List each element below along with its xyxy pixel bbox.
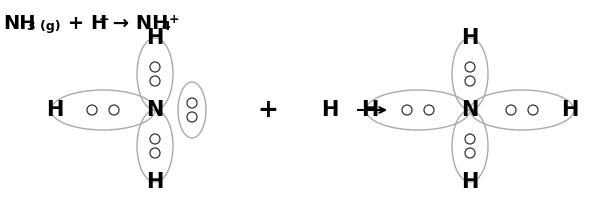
Text: H: H: [461, 172, 479, 192]
Text: +: +: [257, 98, 278, 122]
Text: 3 (g): 3 (g): [27, 20, 61, 33]
Text: H: H: [46, 100, 64, 120]
Text: H: H: [461, 28, 479, 48]
Text: H: H: [561, 100, 579, 120]
Text: 4: 4: [161, 20, 170, 33]
Text: → NH: → NH: [106, 14, 169, 33]
Text: N: N: [146, 100, 164, 120]
Text: +: +: [99, 13, 110, 26]
Text: NH: NH: [3, 14, 36, 33]
Text: +: +: [169, 13, 179, 26]
Text: H: H: [361, 100, 378, 120]
Text: + H: + H: [61, 14, 107, 33]
Text: H: H: [321, 100, 339, 120]
Text: N: N: [461, 100, 479, 120]
Text: H: H: [146, 172, 164, 192]
Text: H: H: [146, 28, 164, 48]
